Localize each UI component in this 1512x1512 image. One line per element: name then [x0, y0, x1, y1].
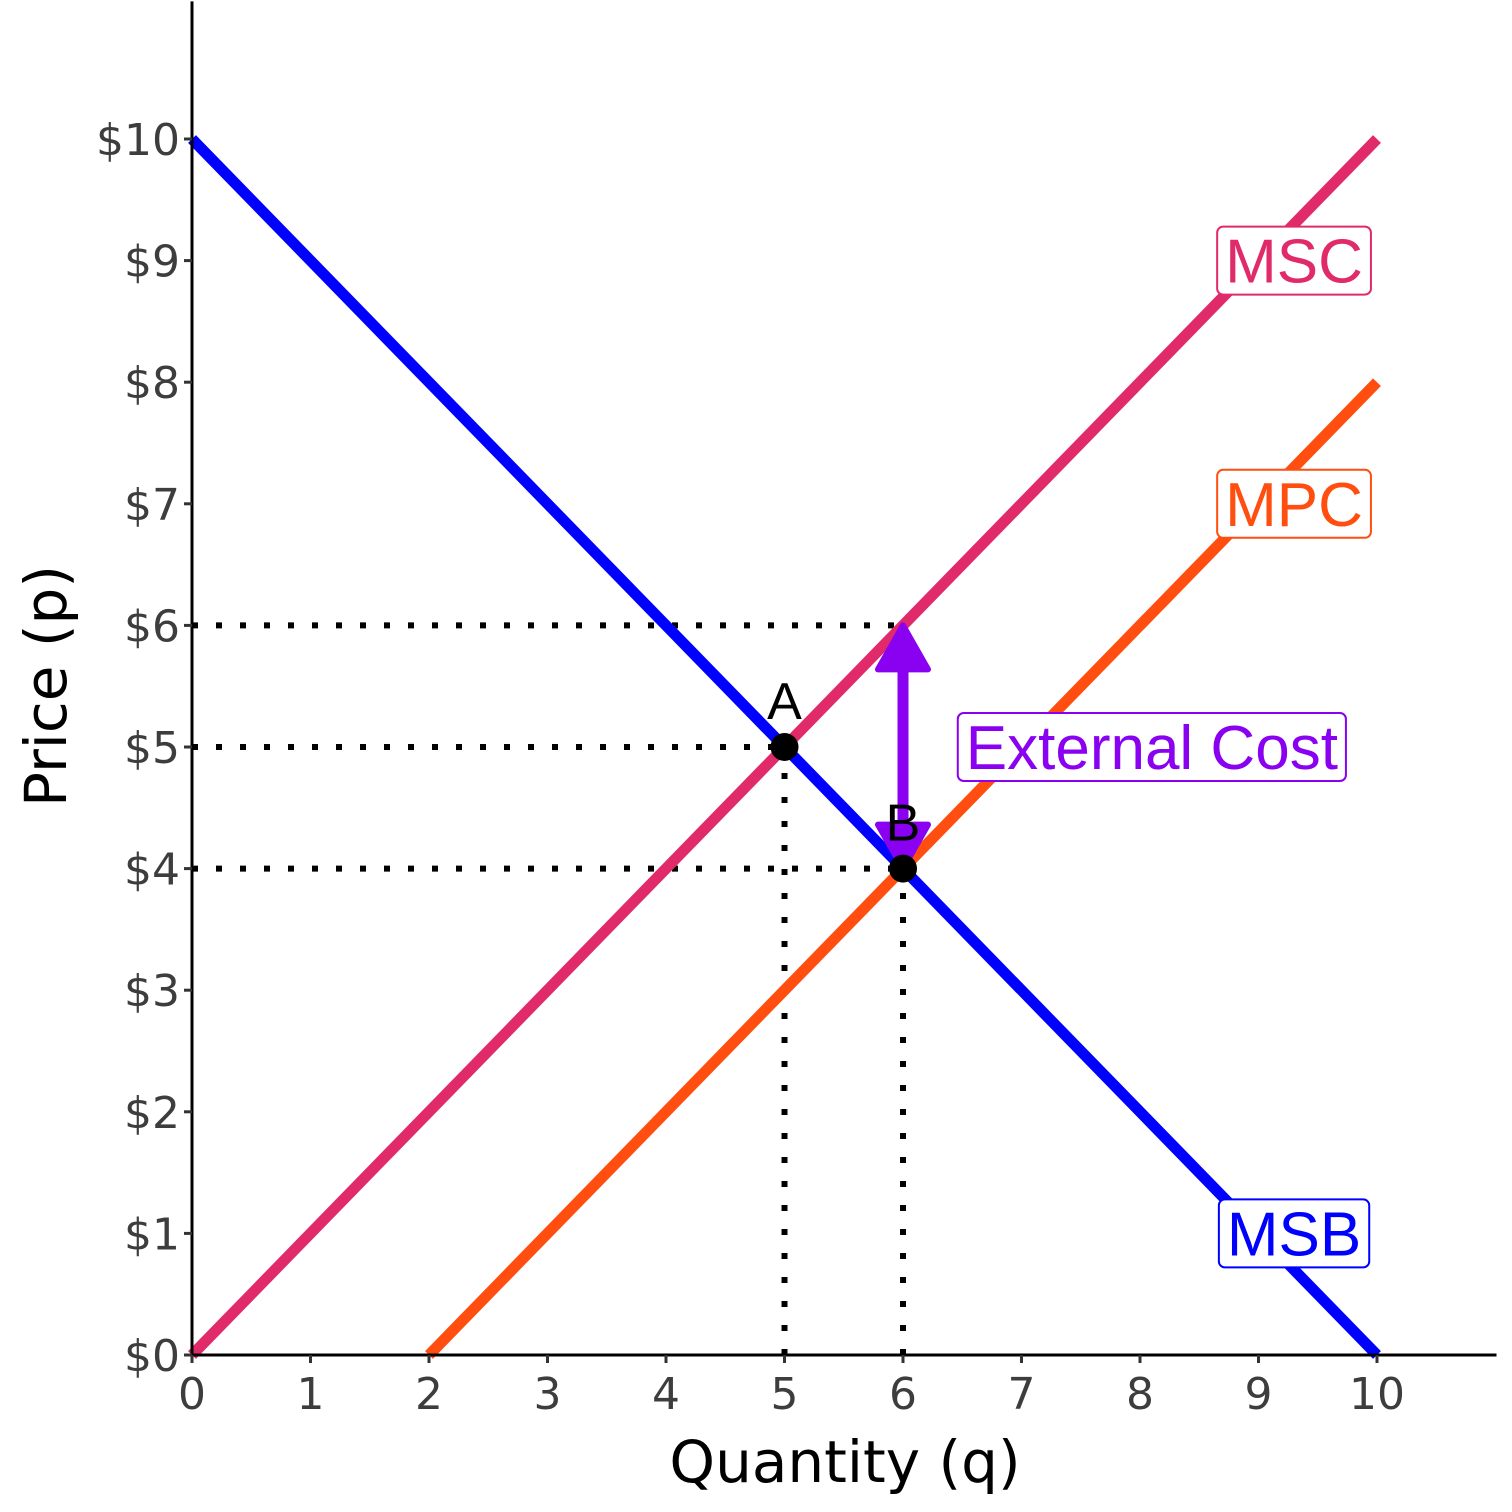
x-tick-label: 1 — [297, 1369, 325, 1420]
label-external-cost-text: External Cost — [966, 714, 1338, 783]
x-tick-label: 5 — [771, 1369, 799, 1420]
arrowhead-down — [875, 821, 931, 872]
point-label-b: B — [886, 795, 921, 853]
x-tick-label: 9 — [1245, 1369, 1273, 1420]
curve-labels: MSB MSC MPC External Cost — [956, 225, 1372, 1269]
y-tick-label: $8 — [124, 358, 180, 409]
label-mpc-text: MPC — [1225, 471, 1363, 540]
y-tick-label: $0 — [124, 1331, 180, 1382]
arrowhead-up — [875, 622, 931, 673]
label-msb-text: MSB — [1227, 1200, 1361, 1269]
point-a — [770, 733, 799, 761]
y-tick-label: $10 — [96, 115, 180, 166]
x-tick-label: 8 — [1126, 1369, 1154, 1420]
y-axis-title: Price (p) — [12, 565, 80, 807]
x-tick-label: 6 — [889, 1369, 917, 1420]
y-tick-label: $4 — [124, 845, 180, 896]
x-tick-label: 0 — [178, 1369, 206, 1420]
y-tick-label: $1 — [124, 1209, 180, 1260]
y-tick-label: $7 — [124, 480, 180, 531]
equilibrium-points: AB — [767, 673, 920, 883]
label-msc: MSC — [1216, 225, 1372, 297]
label-msb: MSB — [1217, 1198, 1371, 1269]
point-label-a: A — [767, 673, 802, 731]
y-tick-label: $6 — [124, 601, 180, 652]
y-tick-label: $5 — [124, 723, 180, 774]
label-external-cost: External Cost — [956, 712, 1347, 783]
label-external-cost-box — [956, 712, 1347, 782]
point-b — [889, 854, 917, 883]
x-axis-title: Quantity (q) — [669, 1428, 1020, 1496]
guide-lines — [192, 622, 906, 1355]
axes: 0 1 2 3 4 5 6 7 8 9 10 $0 $1 $2 $3 $4 $5 $6 $7 $8 $9 $10 — [96, 1, 1497, 1420]
label-msc-box — [1216, 225, 1372, 296]
y-tick-label: $3 — [124, 966, 180, 1017]
x-tick-label: 2 — [415, 1369, 443, 1420]
x-tick-label: 3 — [534, 1369, 562, 1420]
label-msb-box — [1217, 1198, 1371, 1269]
y-tick-label: $2 — [124, 1088, 180, 1139]
label-mpc-box — [1216, 468, 1372, 539]
label-msc-text: MSC — [1225, 228, 1363, 297]
x-tick-label: 7 — [1008, 1369, 1036, 1420]
x-tick-label: 10 — [1349, 1369, 1405, 1420]
external-cost-arrow — [875, 622, 931, 872]
x-tick-label: 4 — [652, 1369, 680, 1420]
y-tick-label: $9 — [124, 237, 180, 288]
label-mpc: MPC — [1216, 468, 1372, 540]
